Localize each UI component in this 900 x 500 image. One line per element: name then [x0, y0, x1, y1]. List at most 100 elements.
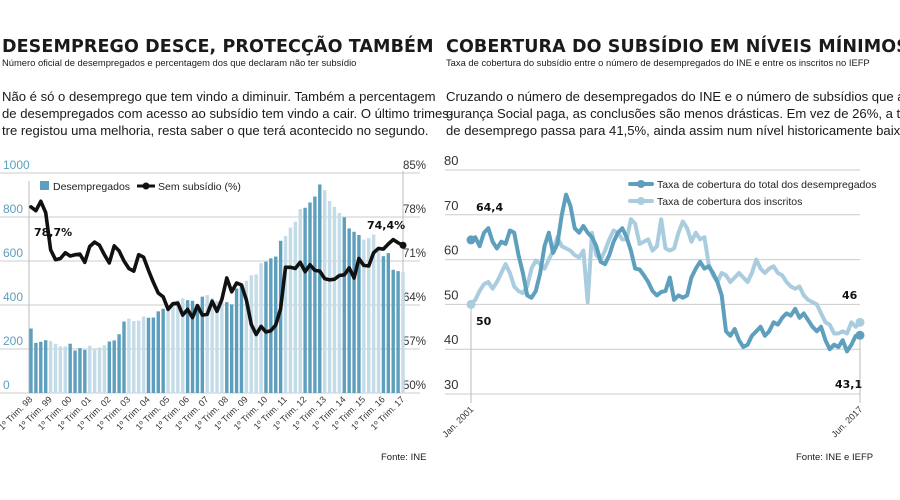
annotation-50: 50 — [476, 315, 492, 328]
y-axis-tick-label: 70 — [444, 198, 458, 213]
bar-desempregados — [122, 321, 126, 393]
legend-label-sem-subsidio: Sem subsídio (%) — [158, 181, 241, 193]
line-cobertura-inscritos-end-dot — [855, 317, 865, 327]
bar-desempregados — [92, 349, 97, 393]
bar-desempregados — [146, 317, 151, 393]
bar-desempregados — [220, 301, 224, 393]
left-axis-tick-label: 200 — [3, 334, 23, 348]
right-lede-line: Cruzando o número de desempregados do IN… — [446, 89, 900, 104]
bar-desempregados — [308, 202, 312, 393]
line-cobertura-total-start-dot — [466, 235, 476, 245]
line-end-dot — [399, 241, 407, 249]
left-axis-tick-label: 1000 — [3, 158, 30, 172]
annotation-43-1: 43,1 — [835, 378, 862, 391]
left-axis-tick-label: 800 — [3, 202, 23, 216]
bar-desempregados — [239, 285, 244, 393]
line-cobertura-inscritos-start-dot — [466, 299, 476, 309]
bar-desempregados — [63, 346, 67, 393]
left-chart: 0 200 400 600 800 1000 50% 57% 64% 71% 78% 85% 78,7%… — [0, 158, 426, 432]
bar-desempregados — [318, 184, 322, 393]
line-cobertura-total — [469, 192, 862, 354]
bar-desempregados — [58, 346, 63, 393]
bar-desempregados — [39, 341, 43, 393]
bar-desempregados — [313, 196, 317, 393]
bar-desempregados — [293, 221, 298, 393]
annotation-46: 46 — [842, 289, 858, 302]
bar-desempregados — [127, 318, 131, 393]
y-axis-tick-label: 30 — [444, 377, 458, 392]
left-panel: DESEMPREGO DESCE, PROTECÇÃO TAMBÉM Númer… — [0, 0, 453, 500]
right-axis-tick-label: 78% — [403, 204, 426, 216]
legend-label-desempregados: Desempregados — [53, 181, 130, 193]
bar-desempregados — [401, 272, 405, 393]
bar-desempregados — [342, 217, 346, 393]
bar-desempregados — [367, 238, 371, 393]
bar-desempregados — [141, 316, 146, 393]
bar-desempregados — [102, 345, 107, 393]
bar-desempregados — [190, 300, 195, 393]
left-lede-line: tre registou uma melhoria, resta saber o… — [2, 123, 429, 138]
bar-desempregados — [269, 258, 273, 393]
bar-desempregados — [97, 347, 102, 393]
bar-desempregados — [298, 209, 302, 393]
bar-desempregados — [48, 341, 53, 393]
right-axis-tick-label: 85% — [403, 160, 426, 172]
bar-desempregados — [381, 256, 386, 393]
bar-desempregados — [347, 228, 351, 393]
legend-label-inscritos: Taxa de cobertura dos inscritos — [657, 196, 802, 208]
bar-desempregados — [136, 320, 141, 393]
bar-desempregados — [322, 190, 327, 393]
legend-label-total: Taxa de cobertura do total dos desempreg… — [657, 179, 876, 191]
bar-desempregados — [327, 200, 332, 393]
bar-desempregados — [283, 236, 288, 393]
left-axis-tick-label: 600 — [3, 246, 23, 260]
bar-desempregados — [332, 206, 337, 393]
left-lede: Não é só o desemprego que tem vindo a di… — [2, 88, 462, 139]
bar-desempregados — [357, 235, 361, 393]
x-tick-label-end: Jun. 2017 — [829, 404, 864, 439]
line-cobertura-inscritos — [469, 217, 862, 336]
bar-desempregados — [181, 298, 185, 393]
bar-desempregados — [88, 345, 92, 393]
bar-desempregados — [362, 239, 366, 393]
right-lede-line: gurança Social paga, as conclusões são m… — [446, 106, 900, 121]
bar-desempregados — [264, 261, 268, 393]
y-axis-tick-label: 50 — [444, 287, 458, 302]
bar-desempregados — [132, 321, 136, 393]
bar-desempregados — [176, 300, 180, 393]
line-cobertura-total-end-dot — [855, 330, 865, 340]
bar-desempregados — [234, 288, 239, 393]
bar-desempregados — [210, 298, 214, 393]
left-axis-tick-label: 400 — [3, 290, 23, 304]
bar-desempregados — [117, 334, 121, 393]
bar-desempregados — [151, 317, 156, 393]
bar-desempregados — [386, 253, 391, 393]
legend-swatch-dot — [142, 182, 150, 190]
y-axis-tick-label: 40 — [444, 332, 458, 347]
bar-desempregados — [73, 350, 77, 393]
legend-swatch-desempregados — [40, 181, 49, 190]
bar-desempregados — [303, 207, 307, 393]
bar-desempregados — [195, 305, 200, 393]
right-axis-tick-label: 71% — [403, 248, 426, 260]
bar-desempregados — [34, 342, 38, 393]
bar-desempregados — [185, 300, 190, 393]
bar-desempregados — [200, 296, 205, 393]
bar-desempregados — [43, 340, 48, 393]
left-source: Fonte: INE — [381, 452, 427, 463]
bar-desempregados — [249, 275, 253, 393]
bar-desempregados — [68, 343, 72, 393]
bar-desempregados — [83, 349, 87, 393]
bar-desempregados — [78, 348, 82, 393]
legend-swatch-inscritos-dot — [637, 197, 645, 205]
annotation-64-4: 64,4 — [476, 201, 503, 214]
bar-desempregados — [29, 328, 33, 393]
left-axis-tick-label: 0 — [3, 378, 10, 392]
left-lede-line: de desempregados com acesso ao subsídio … — [2, 106, 454, 121]
left-chart-title: DESEMPREGO DESCE, PROTECÇÃO TAMBÉM — [2, 37, 434, 57]
legend-swatch-total-dot — [637, 180, 645, 188]
y-axis-tick-label: 80 — [444, 153, 458, 168]
bar-desempregados — [112, 340, 116, 393]
bar-desempregados — [156, 311, 160, 393]
